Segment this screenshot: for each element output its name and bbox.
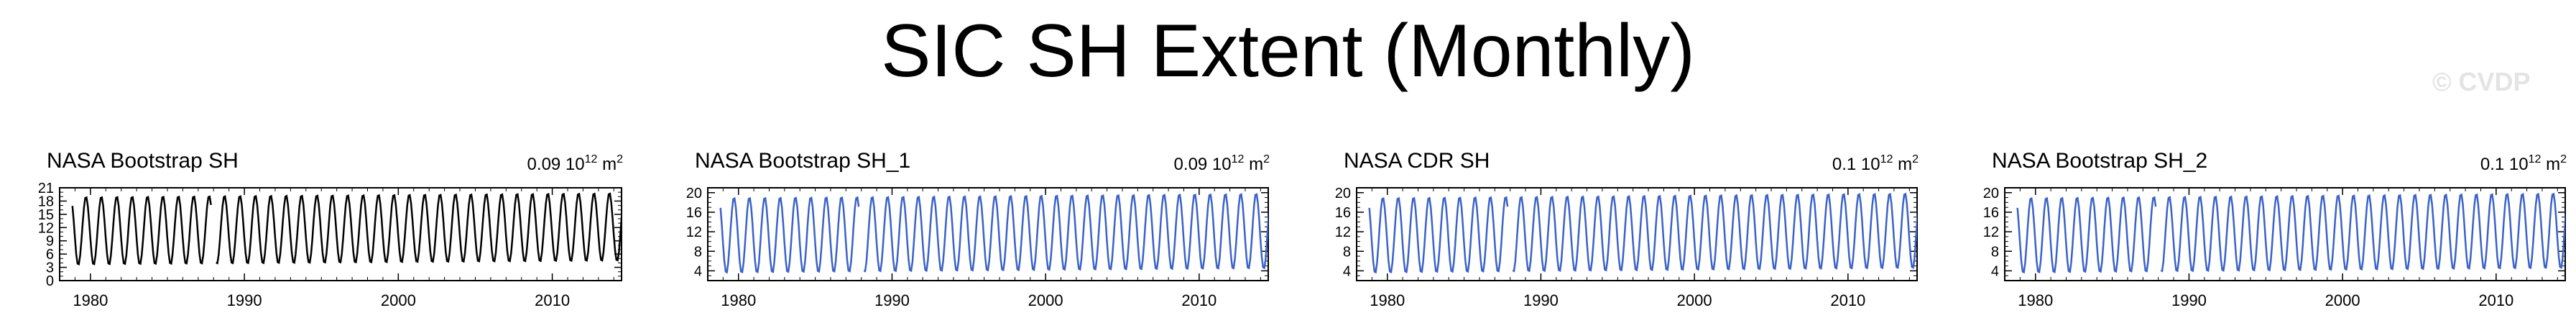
panel-title: NASA Bootstrap SH — [47, 149, 239, 173]
y-tick-label: 12 — [1335, 224, 1351, 240]
y-tick-label: 15 — [38, 207, 54, 223]
y-tick-label: 21 — [38, 181, 54, 196]
y-tick-label: 3 — [46, 260, 54, 276]
x-tick-label: 2010 — [1830, 291, 1865, 309]
panel-units: 0.1 1012 m2 — [1832, 153, 1919, 174]
x-tick-label: 2000 — [2325, 291, 2360, 309]
y-tick-label: 20 — [686, 186, 702, 201]
series-line — [71, 192, 622, 266]
y-tick-label: 4 — [1343, 263, 1351, 279]
y-tick-label: 18 — [38, 194, 54, 209]
y-tick-label: 12 — [1983, 224, 1999, 240]
y-tick-label: 20 — [1335, 186, 1351, 201]
y-tick-label: 16 — [1335, 205, 1351, 221]
x-tick-label: 2000 — [1677, 291, 1712, 309]
x-tick-label: 1990 — [2171, 291, 2207, 309]
chart-panel-1: NASA Bootstrap SH 0.09 1012 m203691215182… — [38, 149, 624, 309]
panel-title: NASA Bootstrap SH_1 — [695, 149, 910, 173]
y-tick-label: 8 — [1343, 244, 1351, 260]
chart-panel-2: NASA Bootstrap SH_1 0.09 1012 m2481216201… — [686, 149, 1270, 309]
x-tick-label: 1980 — [1370, 291, 1405, 309]
y-tick-label: 12 — [38, 220, 54, 236]
watermark: © CVDP — [2432, 67, 2531, 96]
y-tick-label: 4 — [694, 263, 702, 279]
x-tick-label: 1990 — [227, 291, 262, 309]
y-tick-label: 6 — [46, 247, 54, 263]
series-line — [2016, 192, 2565, 274]
y-tick-label: 8 — [1991, 244, 1999, 260]
x-tick-label: 2010 — [1181, 291, 1217, 309]
x-tick-label: 1990 — [1523, 291, 1559, 309]
y-tick-label: 20 — [1983, 186, 1999, 201]
y-tick-label: 16 — [1983, 205, 1999, 221]
x-tick-label: 1980 — [2018, 291, 2053, 309]
panel-title: NASA CDR SH — [1344, 149, 1490, 173]
panel-units: 0.09 1012 m2 — [1174, 153, 1270, 174]
y-tick-label: 12 — [686, 224, 702, 240]
chart-panel-3: NASA CDR SH 0.1 1012 m2 4 8 12 16 20 1980 1990 20… — [1335, 149, 1919, 309]
x-tick-label: 2010 — [535, 291, 570, 309]
y-tick-label: 4 — [1991, 263, 1999, 279]
x-tick-label: 2000 — [1028, 291, 1063, 309]
panel-units: 0.1 1012 m2 — [2480, 153, 2567, 174]
panel-title: NASA Bootstrap SH_2 — [1992, 149, 2207, 173]
series-line — [719, 193, 1268, 274]
figure-title: SIC SH Extent (Monthly) — [881, 9, 1695, 93]
y-tick-label: 16 — [686, 205, 702, 221]
series-line — [1368, 192, 1917, 274]
plot-frame — [59, 187, 622, 281]
y-tick-label: 9 — [46, 234, 54, 250]
panel-units: 0.09 1012 m2 — [527, 153, 624, 174]
x-tick-label: 1980 — [73, 291, 108, 309]
chart-panel-4: NASA Bootstrap SH_2 0.1 1012 m2 4 8 12 16 20 19… — [1983, 149, 2567, 309]
x-tick-label: 2010 — [2478, 291, 2513, 309]
y-tick-label: 0 — [46, 273, 54, 289]
x-tick-label: 1980 — [721, 291, 756, 309]
x-tick-label: 2000 — [381, 291, 416, 309]
y-tick-label: 8 — [694, 244, 702, 260]
x-tick-label: 1990 — [874, 291, 910, 309]
